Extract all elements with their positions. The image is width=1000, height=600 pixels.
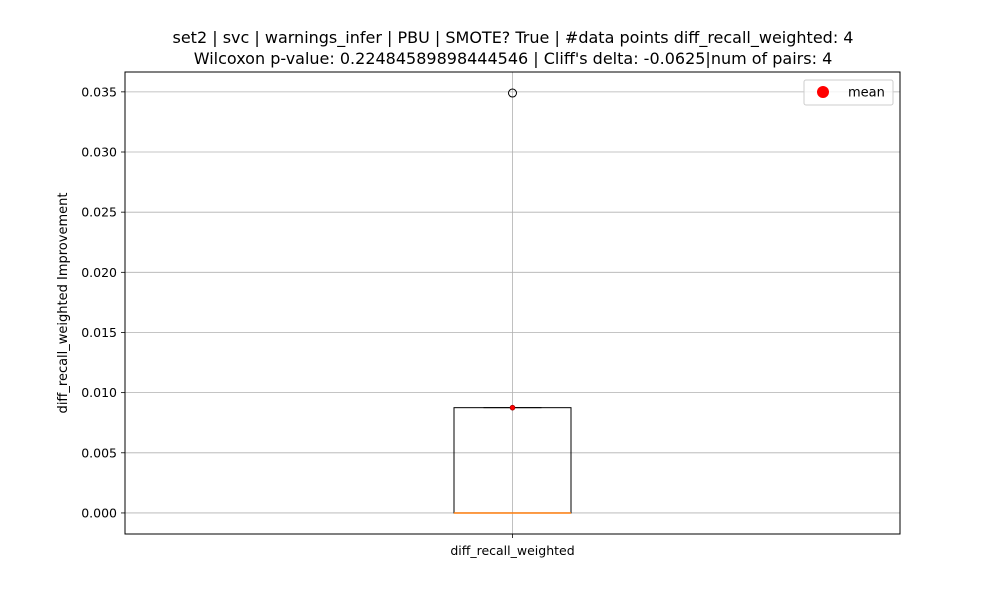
- title-line-1: set2 | svc | warnings_infer | PBU | SMOT…: [173, 28, 854, 48]
- outlier-point: [508, 88, 517, 98]
- legend-mean-marker: [817, 86, 829, 98]
- x-axis-ticks: diff_recall_weighted: [450, 534, 575, 558]
- legend-frame: [803, 79, 894, 106]
- y-tick-label: 0.005: [81, 445, 117, 460]
- y-tick-label: 0.020: [81, 265, 117, 280]
- y-tick-label: 0.030: [81, 145, 117, 160]
- legend-mean-label: mean: [848, 86, 885, 101]
- y-tick-label: 0.025: [81, 205, 117, 220]
- y-axis-ticks: 0.000 0.005 0.010 0.015 0.020 0.025 0.030 0.035: [81, 84, 125, 520]
- plot-frame: [124, 71, 901, 535]
- chart-title: set2 | svc | warnings_infer | PBU | SMOT…: [173, 28, 854, 68]
- mean-marker: [509, 404, 516, 411]
- grid-lines: [125, 72, 900, 534]
- legend: mean: [803, 79, 894, 106]
- y-tick-label: 0.035: [81, 84, 117, 99]
- title-line-2: Wilcoxon p-value: 0.22484589898444546 | …: [194, 49, 833, 68]
- x-tick-label: diff_recall_weighted: [450, 543, 574, 558]
- y-axis-label: diff_recall_weighted Improvement: [56, 193, 71, 414]
- y-tick-label: 0.010: [81, 385, 117, 400]
- y-tick-label: 0.015: [81, 325, 117, 340]
- y-tick-label: 0.000: [81, 505, 117, 520]
- box-plot: [453, 88, 572, 514]
